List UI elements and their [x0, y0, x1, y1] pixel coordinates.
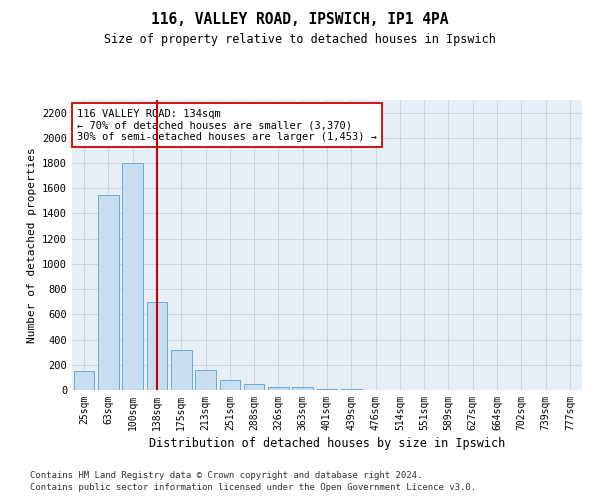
Bar [146, 302, 167, 390]
Bar [171, 350, 191, 390]
Bar [244, 384, 265, 390]
Text: Contains HM Land Registry data © Crown copyright and database right 2024.: Contains HM Land Registry data © Crown c… [30, 471, 422, 480]
Bar [317, 388, 337, 390]
Bar [98, 194, 119, 390]
Bar [195, 370, 216, 390]
Text: Size of property relative to detached houses in Ipswich: Size of property relative to detached ho… [104, 32, 496, 46]
Text: 116 VALLEY ROAD: 134sqm
← 70% of detached houses are smaller (3,370)
30% of semi: 116 VALLEY ROAD: 134sqm ← 70% of detache… [77, 108, 377, 142]
Bar [122, 163, 143, 390]
Bar [74, 371, 94, 390]
Text: 116, VALLEY ROAD, IPSWICH, IP1 4PA: 116, VALLEY ROAD, IPSWICH, IP1 4PA [151, 12, 449, 28]
Text: Contains public sector information licensed under the Open Government Licence v3: Contains public sector information licen… [30, 484, 476, 492]
Bar [268, 387, 289, 390]
Y-axis label: Number of detached properties: Number of detached properties [26, 147, 37, 343]
X-axis label: Distribution of detached houses by size in Ipswich: Distribution of detached houses by size … [149, 437, 505, 450]
Bar [292, 388, 313, 390]
Bar [220, 380, 240, 390]
